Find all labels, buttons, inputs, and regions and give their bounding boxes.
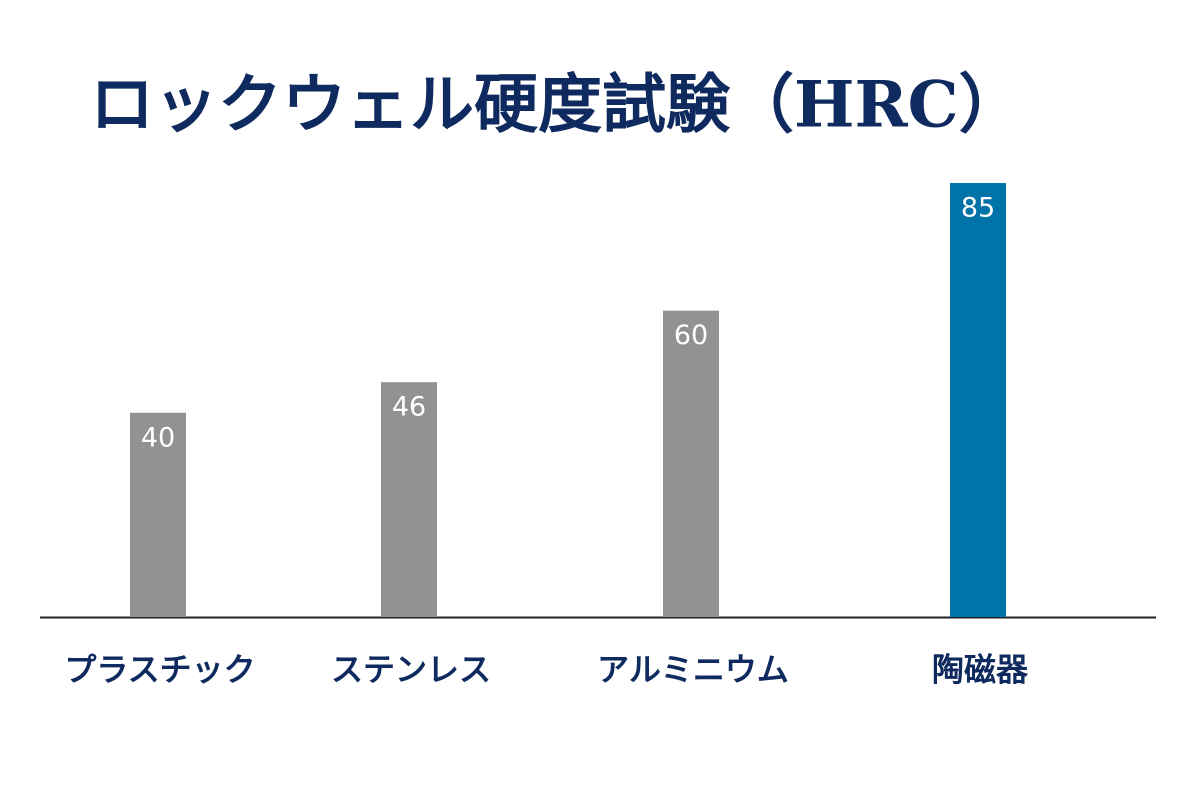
bar — [381, 382, 437, 617]
value-label: 46 — [392, 392, 426, 423]
bar — [950, 183, 1006, 617]
x-tick-label: 陶磁器 — [932, 651, 1029, 689]
value-label: 85 — [961, 193, 995, 224]
chart-title: ロックウェル硬度試験（HRC） — [90, 68, 1023, 143]
bar — [130, 412, 186, 617]
x-tick-label: プラスチック — [64, 651, 255, 689]
bar — [663, 310, 719, 617]
x-tick-label: ステンレス — [331, 651, 491, 689]
value-label: 40 — [141, 422, 175, 453]
x-tick-label: アルミニウム — [597, 651, 789, 689]
value-label: 60 — [674, 320, 708, 351]
